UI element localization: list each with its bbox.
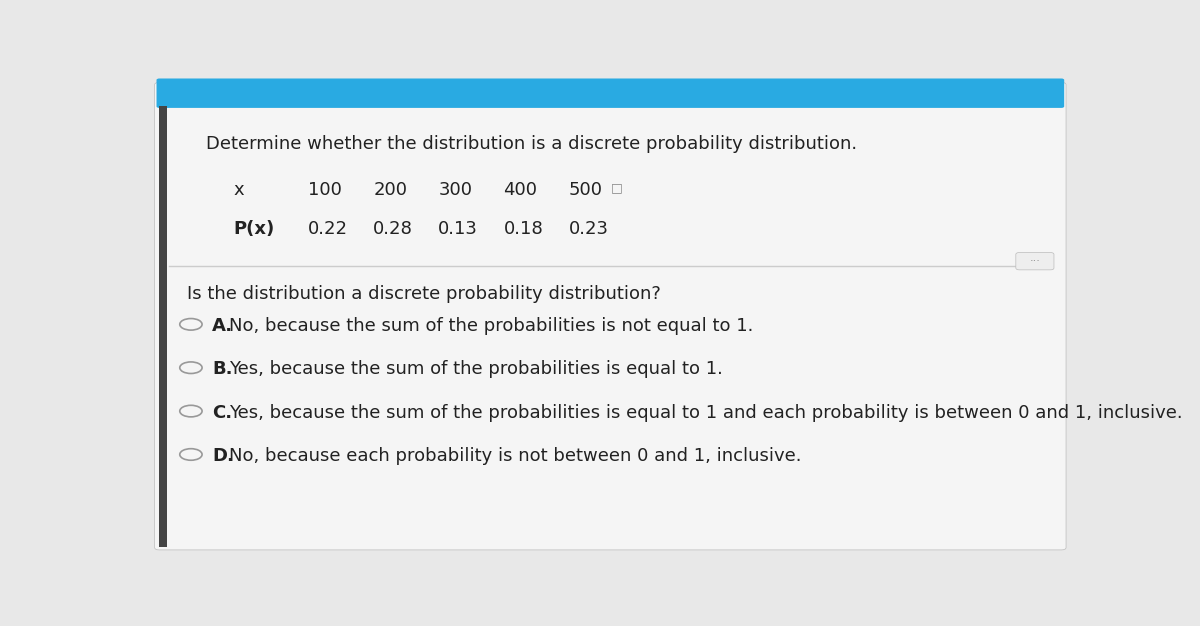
FancyBboxPatch shape	[155, 83, 1066, 550]
Text: Is the distribution a discrete probability distribution?: Is the distribution a discrete probabili…	[187, 285, 661, 303]
FancyBboxPatch shape	[156, 78, 1064, 108]
Text: No, because the sum of the probabilities is not equal to 1.: No, because the sum of the probabilities…	[229, 317, 754, 335]
Text: Determine whether the distribution is a discrete probability distribution.: Determine whether the distribution is a …	[206, 135, 857, 153]
Text: x: x	[234, 181, 245, 199]
Text: C.: C.	[212, 404, 233, 422]
Text: B.: B.	[212, 361, 233, 379]
Text: 200: 200	[373, 181, 407, 199]
Text: P(x): P(x)	[234, 220, 275, 238]
Text: 400: 400	[504, 181, 538, 199]
Text: 0.18: 0.18	[504, 220, 544, 238]
Text: 300: 300	[438, 181, 473, 199]
Text: ···: ···	[1030, 256, 1040, 266]
Text: 0.28: 0.28	[373, 220, 413, 238]
Text: 0.13: 0.13	[438, 220, 478, 238]
Text: No, because each probability is not between 0 and 1, inclusive.: No, because each probability is not betw…	[229, 447, 802, 465]
Bar	[160, 106, 167, 548]
Text: Yes, because the sum of the probabilities is equal to 1.: Yes, because the sum of the probabilitie…	[229, 361, 722, 379]
Text: 0.23: 0.23	[569, 220, 608, 238]
Text: D.: D.	[212, 447, 234, 465]
FancyBboxPatch shape	[1016, 252, 1054, 270]
Text: A.: A.	[212, 317, 234, 335]
Text: 500: 500	[569, 181, 602, 199]
Text: □: □	[611, 181, 623, 194]
Text: Yes, because the sum of the probabilities is equal to 1 and each probability is : Yes, because the sum of the probabilitie…	[229, 404, 1183, 422]
Text: 100: 100	[308, 181, 342, 199]
Text: 0.22: 0.22	[308, 220, 348, 238]
